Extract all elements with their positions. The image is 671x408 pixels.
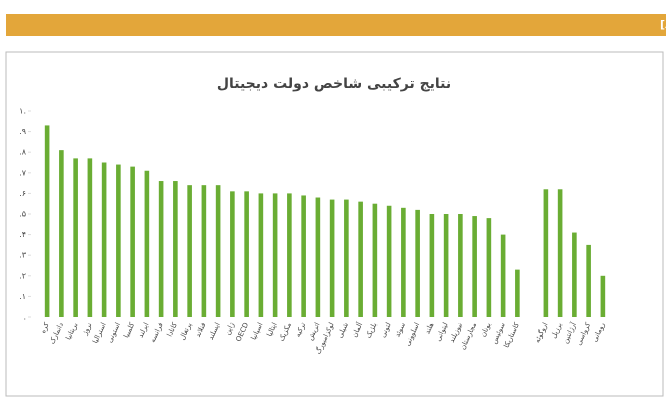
bar [187, 185, 192, 317]
bar [372, 203, 378, 317]
bar [116, 164, 121, 317]
bar [401, 207, 406, 317]
bar [572, 232, 577, 317]
bar [130, 166, 135, 317]
y-tick-label: .۳ [19, 251, 27, 260]
bar [101, 162, 107, 317]
bar [301, 195, 306, 317]
bar [258, 193, 264, 317]
bar [244, 191, 249, 317]
y-tick-label: .۲ [19, 271, 26, 280]
bar [287, 193, 292, 317]
bar [230, 191, 235, 317]
y-tick-label: .۱ [19, 292, 26, 301]
bar [215, 185, 221, 317]
bar [173, 181, 178, 317]
bar [515, 269, 520, 317]
bar [472, 216, 477, 317]
chart-frame [5, 51, 664, 397]
bar [557, 189, 563, 317]
bar [329, 199, 335, 317]
bar [443, 214, 449, 317]
bar [201, 185, 207, 317]
y-tick-label: .۹ [19, 127, 26, 136]
bar [358, 201, 363, 317]
y-tick-label: ۱. [19, 107, 26, 116]
bar [543, 189, 549, 317]
bar [73, 158, 78, 317]
chart-title: نتایج ترکیبی شاخص دولت دیجیتال [217, 76, 451, 92]
y-tick-label: . [23, 313, 26, 322]
bar [272, 193, 278, 317]
bar [344, 199, 349, 317]
bar [144, 170, 150, 317]
bar [486, 218, 492, 317]
bar [415, 209, 420, 317]
bar [600, 275, 606, 317]
bar [386, 205, 392, 317]
y-tick-label: .۶ [19, 189, 26, 198]
y-tick-label: .۷ [19, 168, 27, 177]
bar [44, 125, 50, 317]
y-tick-label: .۵ [19, 210, 26, 219]
y-tick-label: .۸ [19, 148, 27, 157]
bar [500, 234, 506, 317]
bar [429, 214, 435, 317]
header-title: شکل ۸. نتایج ترکیبی شاخص دولت دیجیتال ۲۰… [660, 18, 671, 31]
y-tick-label: .۴ [19, 230, 26, 239]
bar [158, 181, 164, 317]
bar [586, 244, 591, 317]
bar [315, 197, 321, 317]
bar [59, 150, 64, 317]
bar [458, 214, 463, 317]
header-bar [6, 14, 666, 36]
bar [87, 158, 93, 317]
